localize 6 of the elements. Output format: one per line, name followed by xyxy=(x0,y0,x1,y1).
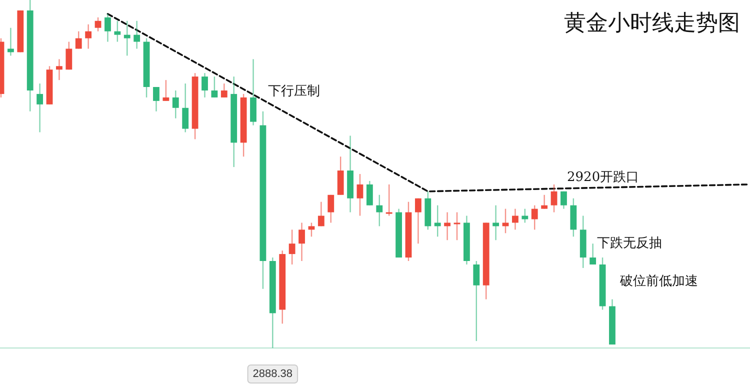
text: 2888.38 xyxy=(252,368,293,380)
annotation: 破位前低加速 xyxy=(619,274,698,289)
annotation: 下跌无反抽 xyxy=(597,236,662,251)
annotation: 2920开跌口 xyxy=(567,170,640,185)
annotation: 下行压制 xyxy=(268,84,320,99)
text: 黄金小时线走势图 xyxy=(564,11,740,36)
